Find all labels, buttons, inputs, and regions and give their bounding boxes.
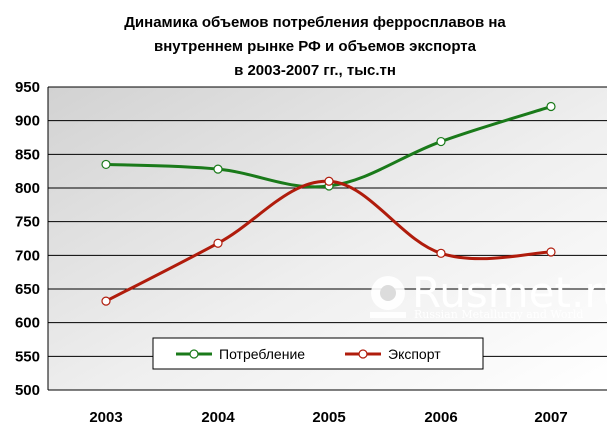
watermark-title: Rusmet.ru [412,268,613,317]
y-tick-label: 650 [15,281,40,298]
data-point [213,164,223,174]
data-point [324,176,334,186]
legend-label: Потребление [219,346,305,362]
x-tick-label: 2007 [534,409,567,426]
y-tick-label: 850 [15,146,40,163]
rusmet-logo-icon [370,276,406,318]
data-point [436,136,446,147]
y-tick-label: 950 [15,79,40,96]
y-tick-label: 700 [15,247,40,264]
data-point [546,101,556,112]
watermark-subtitle: Russian Metallurgy and World [414,308,583,321]
data-point [101,296,111,306]
y-tick-label: 550 [15,348,40,365]
x-tick-label: 2004 [201,409,235,426]
rusmet-watermark: Rusmet.ru Russian Metallurgy and World [370,268,613,321]
y-tick-label: 800 [15,180,40,197]
chart-title-line-1: Динамика объемов потребления ферросплаво… [124,14,506,31]
legend: Потребление Экспорт [152,337,484,370]
y-axis-ticks: 500 550 600 650 700 750 800 850 900 950 [15,79,40,399]
legend-marker [189,349,199,359]
series-lines [101,101,556,306]
data-point [101,159,111,170]
x-tick-label: 2006 [424,409,457,426]
legend-label: Экспорт [388,346,441,362]
data-point [546,247,556,257]
y-tick-label: 750 [15,214,40,231]
legend-marker [358,349,368,359]
y-tick-label: 500 [15,382,40,399]
chart-title-line-3: в 2003-2007 гг., тыс.тн [234,62,396,79]
chart-title: Динамика объемов потребления ферросплаво… [124,14,506,79]
data-point [436,248,446,258]
data-point [213,238,223,248]
x-axis-ticks: 2003 2004 2005 2006 2007 [89,409,567,426]
chart-title-line-2: внутреннем рынке РФ и объемов экспорта [154,38,477,55]
x-tick-label: 2003 [89,409,122,426]
y-tick-label: 600 [15,315,40,332]
y-tick-label: 900 [15,113,40,130]
x-tick-label: 2005 [312,409,345,426]
